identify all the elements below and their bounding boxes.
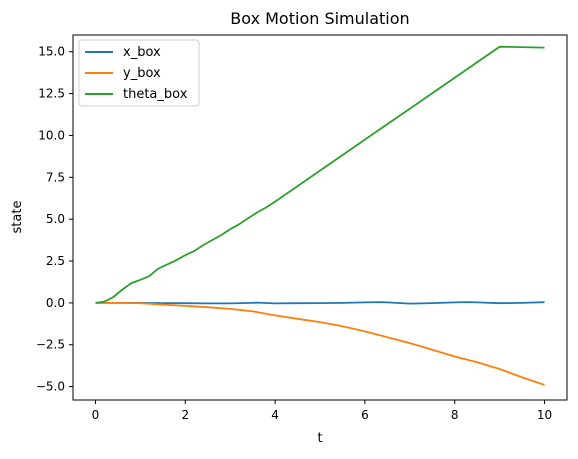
legend: x_box y_box theta_box — [78, 39, 200, 107]
y-axis-label: state — [10, 201, 25, 234]
y-tick-label: 5.0 — [46, 212, 65, 226]
series-line-x-box — [95, 301, 545, 305]
legend-label-y-box: y_box — [123, 66, 161, 81]
x-tick-label: 2 — [181, 408, 189, 422]
legend-label-x-box: x_box — [123, 45, 161, 60]
y-tick-label: 15.0 — [38, 45, 65, 59]
y-tick-label: 10.0 — [38, 128, 65, 142]
legend-label-theta-box: theta_box — [123, 87, 188, 102]
plot-area-frame — [72, 34, 568, 401]
y-tick-label: 0.0 — [46, 296, 65, 310]
y-tick-label: −2.5 — [36, 338, 65, 352]
y-tick-label: 12.5 — [38, 87, 65, 101]
legend-box — [78, 39, 200, 107]
x-tick-label: 8 — [451, 408, 459, 422]
x-tick-label: 4 — [271, 408, 279, 422]
x-axis-label: t — [317, 431, 322, 446]
series-layer — [95, 45, 545, 386]
series-line-theta-box — [95, 45, 545, 304]
y-tick-label: 2.5 — [46, 254, 65, 268]
x-tick-label: 6 — [361, 408, 369, 422]
x-tick-label: 10 — [537, 408, 552, 422]
series-line-y-box — [95, 302, 545, 386]
x-tick-label: 0 — [92, 408, 100, 422]
axis-layer: 0 2 4 6 8 10 −5.0 −2.5 0.0 2.5 5.0 7.5 10.0 12.5 15.0 — [36, 45, 552, 422]
chart-title: Box Motion Simulation — [230, 9, 409, 28]
y-tick-label: −5.0 — [36, 380, 65, 394]
y-tick-label: 7.5 — [46, 170, 65, 184]
